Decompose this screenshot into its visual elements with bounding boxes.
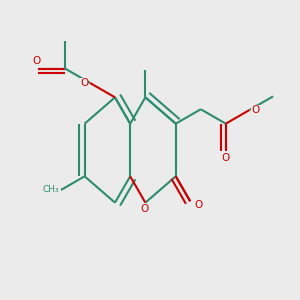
Text: O: O xyxy=(32,56,40,66)
Text: O: O xyxy=(194,200,202,210)
Text: O: O xyxy=(222,153,230,163)
Text: O: O xyxy=(80,78,88,88)
Text: O: O xyxy=(251,105,260,115)
Text: O: O xyxy=(140,204,148,214)
Text: CH₃: CH₃ xyxy=(43,185,59,194)
